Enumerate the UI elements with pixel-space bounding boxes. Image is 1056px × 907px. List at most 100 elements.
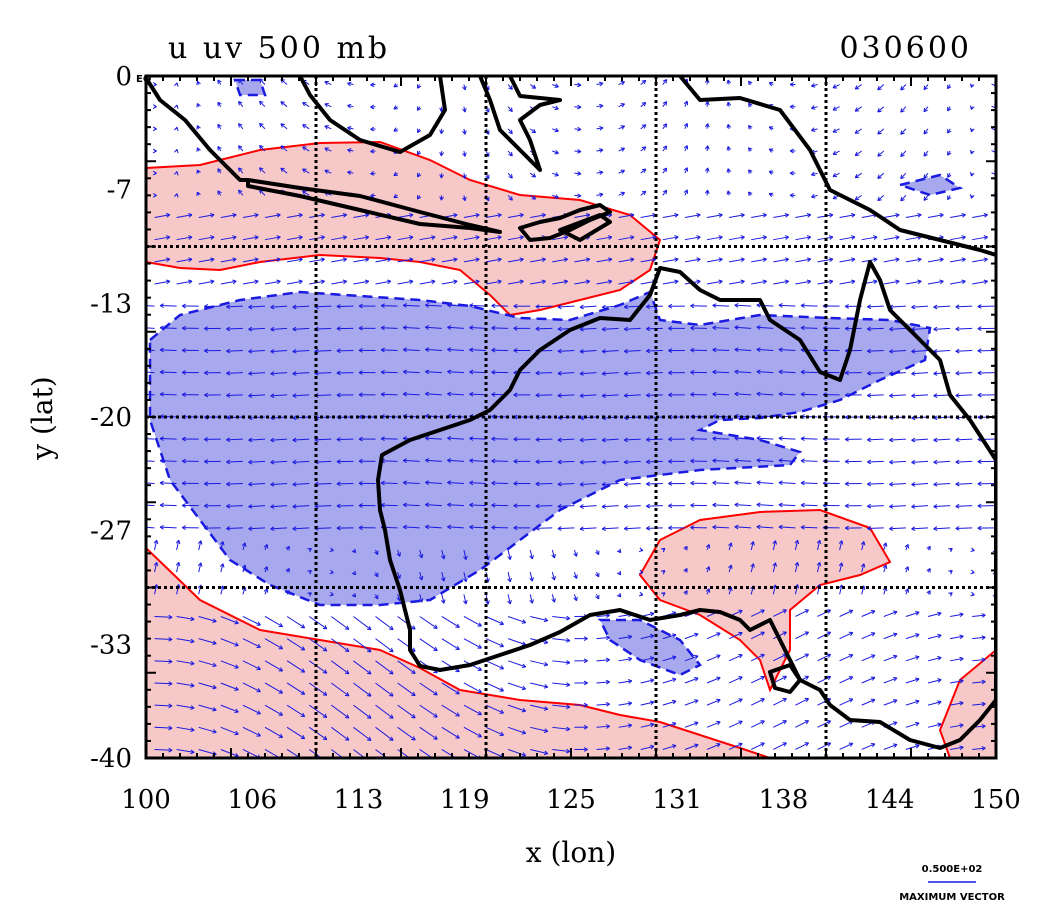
wind-vector bbox=[728, 698, 743, 706]
wind-vector bbox=[839, 676, 854, 684]
wind-vector bbox=[469, 460, 487, 462]
wind-vector-head bbox=[804, 675, 810, 680]
wind-vector-head bbox=[529, 577, 534, 582]
wind-vector bbox=[314, 482, 332, 485]
wind-vector-head bbox=[347, 148, 352, 153]
wind-vector bbox=[618, 214, 635, 219]
wind-vector bbox=[264, 280, 281, 285]
wind-vector bbox=[706, 721, 721, 728]
wind-vector-head bbox=[668, 459, 673, 464]
wind-vector-head bbox=[937, 678, 942, 683]
wind-vector-head bbox=[668, 326, 673, 331]
wind-vector bbox=[529, 172, 536, 178]
wind-vector-head bbox=[915, 743, 920, 749]
wind-vector-head bbox=[519, 213, 524, 218]
wind-vector bbox=[463, 704, 482, 716]
wind-vector bbox=[259, 123, 266, 130]
wind-vector-head bbox=[462, 85, 467, 91]
wind-vector bbox=[574, 172, 582, 175]
wind-vector-head bbox=[389, 647, 394, 653]
wind-vector-head bbox=[347, 125, 352, 131]
wind-vector bbox=[832, 172, 840, 177]
wind-vector bbox=[911, 350, 929, 353]
wind-vector bbox=[419, 749, 434, 758]
wind-vector-head bbox=[867, 304, 872, 310]
wind-vector bbox=[154, 562, 158, 573]
wind-vector bbox=[552, 236, 568, 241]
wind-vector-head bbox=[270, 371, 275, 376]
wind-vector-head bbox=[238, 78, 243, 84]
wind-vector-head bbox=[453, 235, 458, 240]
wind-vector bbox=[198, 236, 215, 241]
coast-sumatra bbox=[146, 76, 248, 182]
wind-vector bbox=[425, 393, 442, 396]
wind-vector-head bbox=[196, 125, 201, 130]
wind-vector bbox=[292, 482, 310, 486]
wind-vector-head bbox=[463, 555, 468, 560]
wind-vector-head bbox=[811, 171, 816, 177]
wind-vector-head bbox=[563, 235, 569, 240]
wind-vector-head bbox=[867, 526, 872, 531]
wind-vector-head bbox=[923, 107, 928, 113]
wind-vector bbox=[198, 562, 202, 573]
wind-vector bbox=[397, 258, 414, 263]
wind-vector-head bbox=[756, 524, 761, 530]
wind-vector bbox=[883, 633, 898, 640]
wind-vector-head bbox=[778, 458, 783, 463]
wind-vector bbox=[596, 105, 604, 108]
wind-vector bbox=[220, 280, 237, 285]
wind-vector-head bbox=[867, 370, 872, 376]
wind-vector bbox=[508, 258, 524, 263]
wind-vector bbox=[773, 258, 789, 263]
wind-vector-head bbox=[259, 78, 264, 84]
wind-vector bbox=[270, 505, 288, 508]
wind-vector bbox=[911, 482, 929, 486]
wind-vector-head bbox=[302, 168, 307, 173]
wind-vector bbox=[552, 615, 570, 620]
wind-vector-head bbox=[740, 235, 745, 240]
wind-vector bbox=[817, 540, 821, 551]
wind-vector bbox=[198, 704, 217, 711]
wind-vector bbox=[778, 437, 796, 440]
wind-vector bbox=[441, 572, 445, 582]
wind-vector-head bbox=[324, 102, 329, 108]
wind-vector-head bbox=[447, 347, 452, 353]
wind-vector-head bbox=[344, 647, 350, 653]
wind-vector-head bbox=[508, 85, 513, 90]
wind-vector-head bbox=[577, 126, 582, 132]
wind-vector bbox=[972, 747, 986, 750]
wind-vector-head bbox=[358, 414, 363, 420]
wind-vector-head bbox=[627, 701, 633, 706]
wind-vector-head bbox=[380, 436, 385, 442]
wind-vector-head bbox=[204, 437, 209, 442]
wind-vector-head bbox=[248, 459, 253, 465]
wind-vector bbox=[242, 564, 246, 573]
wind-vector-head bbox=[336, 370, 341, 376]
wind-vector-head bbox=[623, 393, 629, 398]
coast-new-guinea bbox=[678, 76, 996, 257]
wind-vector-head bbox=[718, 213, 723, 218]
wind-vector bbox=[176, 236, 193, 241]
wind-vector bbox=[331, 704, 350, 719]
wind-vector-head bbox=[188, 235, 193, 240]
wind-vector-head bbox=[469, 347, 474, 353]
wind-vector bbox=[419, 594, 423, 603]
wind-vector-head bbox=[911, 304, 916, 310]
wind-vector bbox=[248, 460, 266, 463]
wind-vector bbox=[756, 371, 774, 374]
wind-vector-head bbox=[712, 524, 717, 530]
wind-vector bbox=[557, 372, 575, 375]
wind-vector-head bbox=[784, 279, 790, 285]
wind-vector bbox=[712, 437, 730, 440]
wind-vector-head bbox=[469, 325, 474, 331]
wind-vector-head bbox=[811, 105, 816, 110]
wind-vector-head bbox=[844, 370, 849, 376]
wind-vector-head bbox=[402, 391, 408, 397]
wind-vector bbox=[287, 280, 303, 285]
wind-vector bbox=[684, 633, 699, 640]
wind-vector bbox=[331, 236, 347, 241]
wind-vector bbox=[507, 572, 511, 582]
wind-vector-head bbox=[358, 303, 363, 309]
x-tick-label: 150 bbox=[971, 785, 1021, 815]
wind-vector bbox=[447, 526, 464, 529]
